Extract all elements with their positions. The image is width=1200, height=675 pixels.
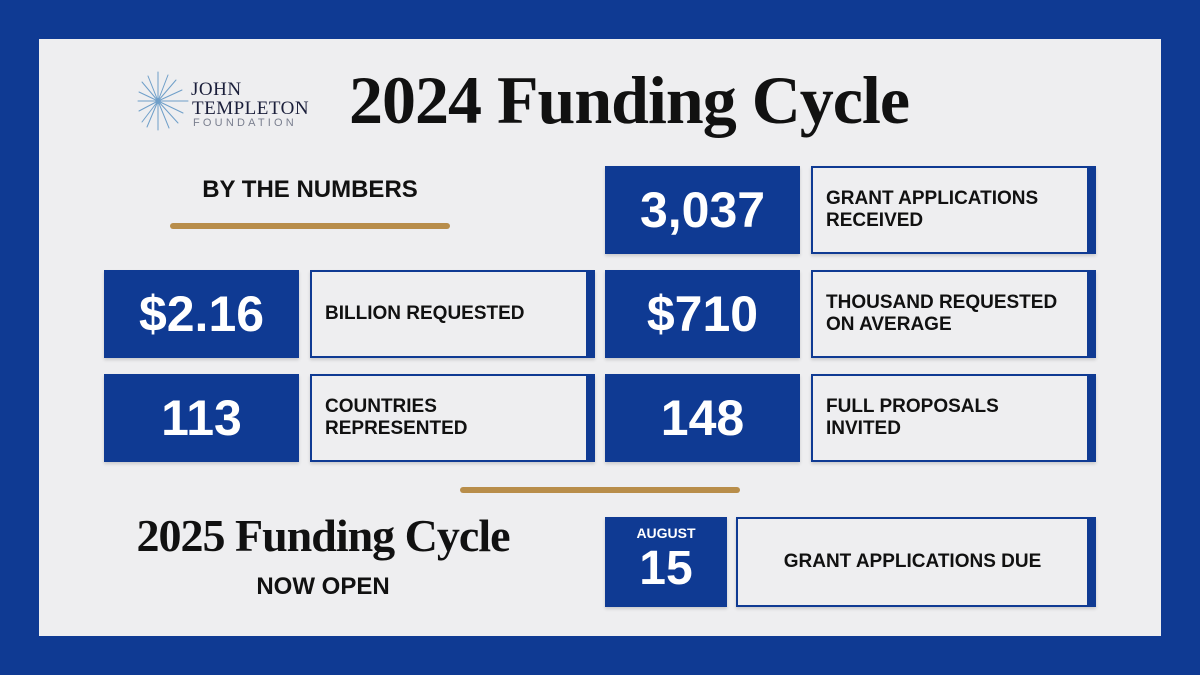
divider-rule xyxy=(460,487,740,493)
due-month: AUGUST xyxy=(636,525,696,541)
stat-value-applications: 3,037 xyxy=(605,166,800,254)
starburst-icon xyxy=(137,71,189,131)
stat-value-countries: 113 xyxy=(104,374,299,462)
heading-underline xyxy=(170,223,450,229)
logo-text-line2: TEMPLETON xyxy=(192,98,310,119)
stat-label-applications: GRANT APPLICATIONS RECEIVED xyxy=(811,166,1096,254)
stat-label-billion: BILLION REQUESTED xyxy=(310,270,595,358)
page-title: 2024 Funding Cycle xyxy=(349,62,910,138)
due-day: 15 xyxy=(639,542,693,595)
next-cycle-title: 2025 Funding Cycle xyxy=(136,510,510,561)
next-cycle-status: NOW OPEN xyxy=(256,573,390,600)
stat-value-proposals: 148 xyxy=(605,374,800,462)
logo-text-line1: JOHN xyxy=(191,79,242,100)
due-label: GRANT APPLICATIONS DUE xyxy=(736,517,1096,607)
stat-value-billion: $2.16 xyxy=(104,270,299,358)
stat-label-proposals: FULL PROPOSALS INVITED xyxy=(811,374,1096,462)
stat-label-average: THOUSAND REQUESTED ON AVERAGE xyxy=(811,270,1096,358)
templeton-logo: JOHN TEMPLETON FOUNDATION xyxy=(136,70,341,132)
stat-value-average: $710 xyxy=(605,270,800,358)
due-date-badge: AUGUST 15 xyxy=(605,517,727,607)
stat-label-countries: COUNTRIES REPRESENTED xyxy=(310,374,595,462)
section-heading: BY THE NUMBERS xyxy=(202,176,418,203)
logo-text-line3: FOUNDATION xyxy=(193,117,297,129)
